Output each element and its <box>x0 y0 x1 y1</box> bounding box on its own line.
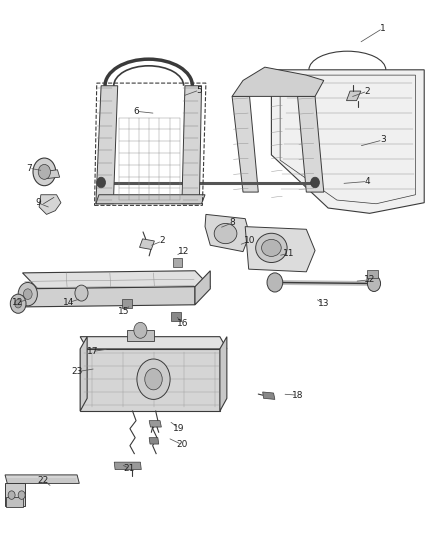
Text: 14: 14 <box>63 298 74 307</box>
Polygon shape <box>22 287 195 307</box>
Polygon shape <box>297 96 324 192</box>
Text: 9: 9 <box>35 198 41 207</box>
Circle shape <box>145 368 162 390</box>
Circle shape <box>18 491 25 499</box>
Polygon shape <box>140 239 154 249</box>
Text: 10: 10 <box>244 237 255 246</box>
Text: 23: 23 <box>71 367 83 376</box>
Text: 7: 7 <box>26 164 32 173</box>
Polygon shape <box>80 349 220 411</box>
Circle shape <box>311 177 319 188</box>
Polygon shape <box>195 271 210 305</box>
Text: 18: 18 <box>292 391 304 400</box>
Text: 22: 22 <box>38 476 49 484</box>
Polygon shape <box>42 169 60 179</box>
Ellipse shape <box>256 233 287 263</box>
Polygon shape <box>80 337 87 411</box>
Bar <box>127 330 153 341</box>
Text: 5: 5 <box>197 85 202 94</box>
Polygon shape <box>96 195 205 204</box>
Text: 3: 3 <box>380 135 385 144</box>
Circle shape <box>137 359 170 399</box>
Polygon shape <box>5 475 79 483</box>
Ellipse shape <box>214 223 237 244</box>
Circle shape <box>75 285 88 301</box>
Text: 19: 19 <box>173 424 184 433</box>
Polygon shape <box>149 421 161 427</box>
Circle shape <box>14 300 21 308</box>
Circle shape <box>33 158 56 185</box>
Circle shape <box>38 165 50 179</box>
Polygon shape <box>232 96 258 192</box>
Text: 12: 12 <box>364 275 375 284</box>
Circle shape <box>134 322 147 338</box>
Polygon shape <box>96 86 118 204</box>
Text: 11: 11 <box>283 249 295 258</box>
Polygon shape <box>182 86 201 204</box>
Polygon shape <box>80 337 227 349</box>
Polygon shape <box>220 337 227 411</box>
Text: 1: 1 <box>380 24 385 33</box>
Text: 13: 13 <box>318 299 329 308</box>
Ellipse shape <box>261 239 281 256</box>
Text: 16: 16 <box>177 319 189 328</box>
Text: 21: 21 <box>124 464 135 473</box>
Polygon shape <box>245 227 315 272</box>
Circle shape <box>11 294 26 313</box>
Text: 2: 2 <box>365 86 370 95</box>
Polygon shape <box>263 392 275 399</box>
Polygon shape <box>114 462 141 470</box>
Bar <box>122 300 132 308</box>
Text: 12: 12 <box>11 298 23 307</box>
Polygon shape <box>346 91 361 101</box>
Circle shape <box>267 273 283 292</box>
Bar <box>171 312 180 321</box>
Circle shape <box>18 282 37 306</box>
Bar <box>173 258 182 266</box>
Text: 4: 4 <box>365 177 370 186</box>
Bar <box>6 497 23 507</box>
Text: 20: 20 <box>176 440 187 449</box>
Polygon shape <box>272 70 424 213</box>
Circle shape <box>97 177 106 188</box>
Polygon shape <box>39 195 61 214</box>
Text: 8: 8 <box>229 219 235 228</box>
Bar <box>367 270 378 278</box>
Text: 12: 12 <box>177 247 189 256</box>
Polygon shape <box>22 271 210 289</box>
Text: 15: 15 <box>118 307 130 316</box>
Polygon shape <box>5 483 25 506</box>
Polygon shape <box>205 214 250 252</box>
Polygon shape <box>232 67 324 96</box>
Text: 17: 17 <box>87 347 98 356</box>
Text: 6: 6 <box>133 107 139 116</box>
Circle shape <box>23 289 32 300</box>
Circle shape <box>367 276 381 292</box>
Circle shape <box>8 491 15 499</box>
Polygon shape <box>149 438 159 444</box>
Text: 2: 2 <box>159 237 165 246</box>
